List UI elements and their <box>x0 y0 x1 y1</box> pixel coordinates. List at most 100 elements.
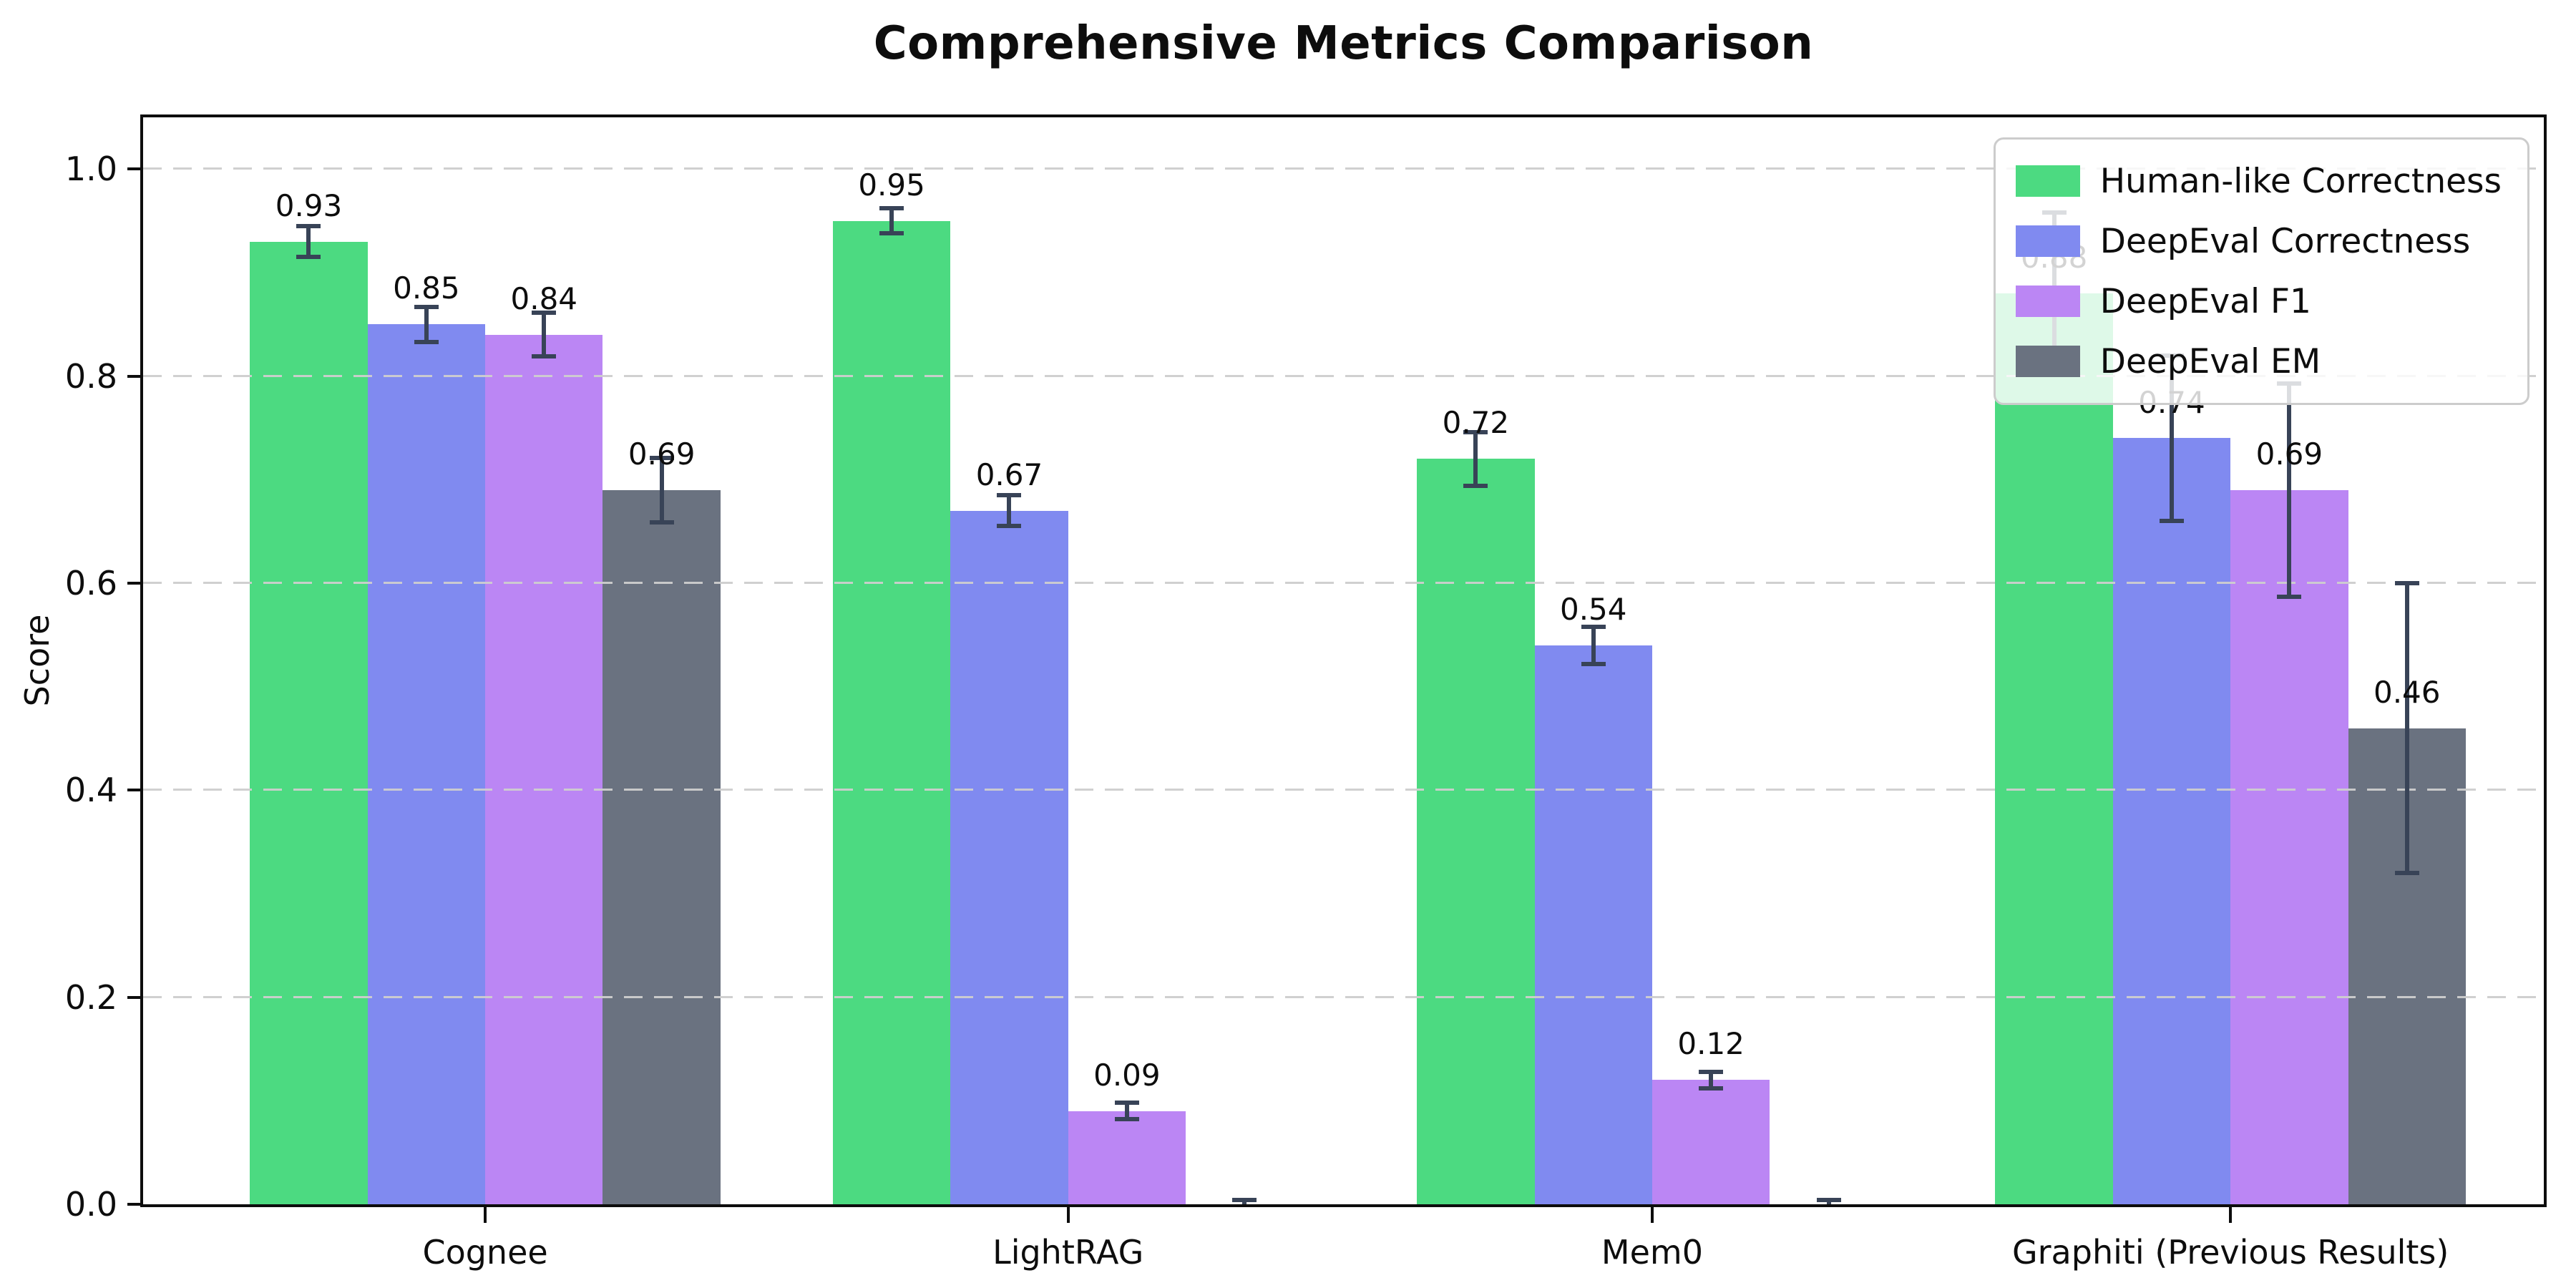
legend-label: DeepEval F1 <box>2099 281 2311 321</box>
bar-value-label: 0.69 <box>2255 436 2323 472</box>
bar <box>2112 438 2231 1204</box>
error-bar-cap-top <box>1114 1101 1139 1106</box>
error-bar-cap-bottom <box>997 524 1022 529</box>
error-bar-cap-bottom <box>879 231 904 236</box>
gridline <box>143 995 2544 998</box>
error-bar-line <box>424 306 429 342</box>
error-bar-cap-top <box>649 455 674 460</box>
legend-swatch <box>2015 165 2080 197</box>
error-bar-line <box>2169 355 2174 522</box>
error-bar-line <box>1473 431 1478 487</box>
x-tick-label: Cognee <box>422 1233 548 1272</box>
bar <box>1995 293 2113 1204</box>
legend-swatch <box>2015 346 2080 377</box>
y-tick <box>127 374 143 378</box>
gridline <box>143 582 2544 585</box>
error-bar-line <box>659 457 664 522</box>
bar-value-label: 0.54 <box>1559 591 1627 627</box>
chart-title: Comprehensive Metrics Comparison <box>873 17 1814 70</box>
y-tick-label: 0.8 <box>64 356 117 396</box>
y-tick <box>127 167 143 171</box>
legend-label: Human-like Correctness <box>2099 161 2502 201</box>
error-bar-cap-bottom <box>2159 519 2184 524</box>
error-bar-cap-top <box>2394 581 2419 586</box>
bar <box>1534 645 1652 1204</box>
bar-value-label: 0.67 <box>975 457 1043 492</box>
y-tick <box>127 582 143 585</box>
bar-value-label: 0.46 <box>2373 674 2441 710</box>
error-bar-cap-top <box>997 493 1022 498</box>
error-bar-line <box>1007 495 1012 527</box>
legend-label: DeepEval Correctness <box>2099 221 2471 261</box>
error-bar-cap-bottom <box>296 255 321 260</box>
error-bar-cap-top <box>1463 429 1488 434</box>
error-bar-cap-top <box>1816 1198 1841 1203</box>
legend-swatch <box>2015 286 2080 317</box>
bar <box>367 324 486 1204</box>
error-bar-cap-bottom <box>532 354 557 359</box>
error-bar-cap-top <box>879 206 904 211</box>
y-tick-label: 0.4 <box>64 771 117 810</box>
y-tick-label: 0.0 <box>64 1185 117 1224</box>
error-bar-cap-bottom <box>1114 1117 1139 1122</box>
bar-value-label: 0.12 <box>1677 1026 1745 1062</box>
x-tick <box>2229 1207 2233 1223</box>
legend-row: DeepEval EM <box>2015 337 2502 386</box>
bar <box>485 334 603 1204</box>
y-tick <box>127 995 143 999</box>
error-bar-line <box>306 225 311 258</box>
bar-value-label: 0.72 <box>1442 405 1510 441</box>
error-bar-cap-bottom <box>1463 484 1488 489</box>
error-bar-line <box>2404 583 2409 874</box>
legend-label: DeepEval EM <box>2099 341 2321 381</box>
y-tick-label: 0.2 <box>64 977 117 1017</box>
bar-value-label: 0.09 <box>1093 1057 1161 1093</box>
bar-value-label: 0.95 <box>858 167 925 203</box>
bar <box>950 510 1068 1204</box>
error-bar-cap-top <box>414 304 439 309</box>
bar <box>1652 1080 1770 1204</box>
x-tick <box>484 1207 487 1223</box>
legend: Human-like Correctness DeepEval Correctne… <box>1993 137 2529 405</box>
bar <box>1417 459 1535 1204</box>
legend-row: DeepEval F1 <box>2015 277 2502 326</box>
bar-value-label: 0.85 <box>393 270 460 306</box>
error-bar-line <box>542 313 547 357</box>
bar <box>832 220 951 1204</box>
error-bar-cap-top <box>296 223 321 228</box>
legend-row: DeepEval Correctness <box>2015 217 2502 265</box>
error-bar-line <box>1124 1103 1129 1120</box>
error-bar-line <box>889 208 894 234</box>
error-bar-cap-bottom <box>1699 1085 1724 1091</box>
error-bar-cap-bottom <box>2394 871 2419 876</box>
error-bar-cap-bottom <box>2277 594 2302 599</box>
bar <box>1068 1111 1186 1204</box>
bar <box>2230 489 2348 1204</box>
x-tick-label: LightRAG <box>992 1233 1144 1272</box>
error-bar-cap-top <box>532 311 557 316</box>
y-tick <box>127 1203 143 1206</box>
y-axis-label: Score <box>18 614 57 707</box>
bar <box>602 489 721 1204</box>
x-tick <box>1066 1207 1070 1223</box>
x-tick <box>1650 1207 1654 1223</box>
error-bar-cap-bottom <box>1581 661 1606 666</box>
plot-area: Human-like Correctness DeepEval Correctne… <box>140 114 2547 1207</box>
bar-value-label: 0.84 <box>510 280 578 316</box>
y-tick-label: 0.6 <box>64 564 117 602</box>
error-bar-cap-top <box>1699 1069 1724 1074</box>
gridline <box>143 374 2544 377</box>
error-bar-cap-bottom <box>414 339 439 344</box>
error-bar-cap-top <box>1232 1198 1257 1203</box>
legend-row: Human-like Correctness <box>2015 157 2502 205</box>
legend-swatch <box>2015 225 2080 257</box>
gridline <box>143 167 2544 170</box>
bar <box>250 241 368 1204</box>
y-tick-label: 1.0 <box>64 150 117 189</box>
error-bar-line <box>1591 626 1596 664</box>
y-tick <box>127 789 143 792</box>
x-tick-label: Mem0 <box>1601 1233 1703 1272</box>
error-bar-line <box>2287 383 2292 597</box>
error-bar-line <box>1709 1071 1714 1088</box>
